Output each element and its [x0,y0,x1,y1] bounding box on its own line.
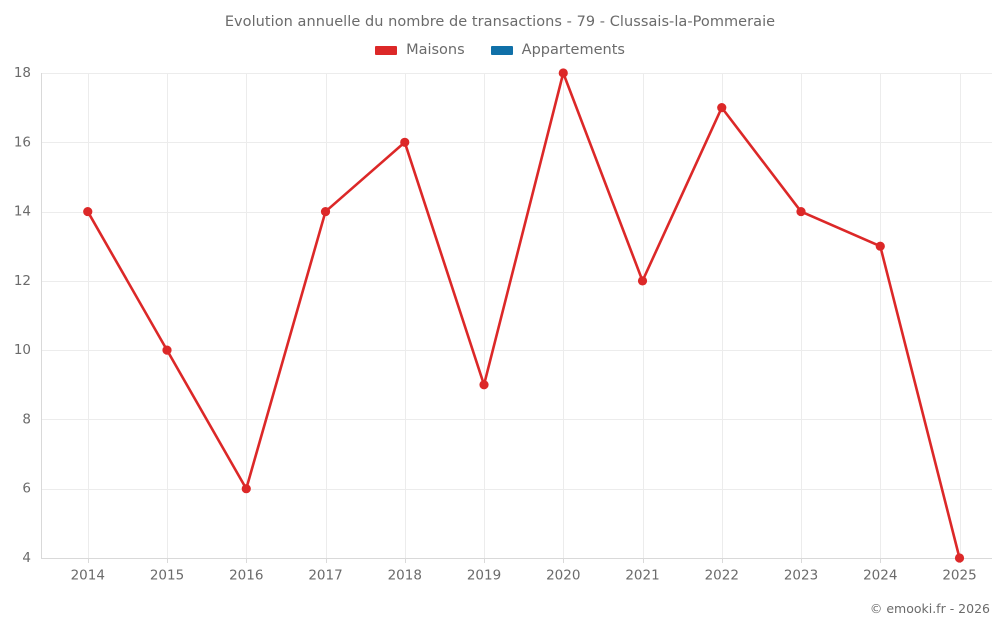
axis-lines [41,73,992,563]
legend-swatch-appartements-icon [490,45,513,55]
data-point[interactable]: 2016 : 6 [241,484,251,494]
legend-item-maisons[interactable]: Maisons [375,43,465,58]
data-point[interactable]: 2019 : 9 [479,380,489,390]
data-point[interactable]: 2023 : 14 [796,206,806,217]
legend-item-appartements[interactable]: Appartements [490,42,625,58]
data-point[interactable]: 2018 : 16 [400,137,410,147]
x-tick-label: 2025 [942,568,976,584]
gridlines [41,73,992,559]
data-point[interactable]: 2014 : 14 [83,206,93,217]
chart-title: Evolution annuelle du nombre de transact… [224,14,776,30]
legend-label-maisons: Maisons [406,42,465,58]
x-tick-label: 2021 [625,568,659,584]
y-tick-label: 14 [14,204,31,220]
y-tick-label: 16 [14,134,31,150]
y-tick-label: 4 [22,550,31,566]
legend-swatch-maisons-icon [375,45,398,55]
data-point[interactable]: 2022 : 17 [717,103,727,113]
x-tick-label: 2023 [784,568,818,584]
legend-label-appartements: Appartements [521,42,625,58]
y-tick-label: 6 [22,481,31,497]
x-tick-label: 2015 [150,568,184,584]
y-tick-label: 12 [14,273,31,289]
data-point[interactable]: 2020 : 18 [558,68,568,78]
y-tick-label: 8 [22,411,31,427]
x-axis-tick-labels: 2014 2015 2016 2017 2018 2019 2020 2021 2022 2023… [71,568,977,584]
x-tick-label: 2022 [705,568,739,584]
x-tick-label: 2017 [308,568,342,584]
data-point[interactable]: 2021 : 12 [637,276,648,286]
y-tick-label: 10 [14,342,31,358]
x-tick-label: 2020 [546,568,580,584]
data-point[interactable]: 2025 : 4 [954,553,965,563]
series-maisons: 2014 : 14 2015 : 10 2016 : 6 2017 : 14 2018 … [83,68,965,563]
copyright-credit: © emooki.fr - 2026 [869,601,990,616]
data-point[interactable]: 2024 : 13 [875,241,885,251]
chart-legend: Maisons Appartements [0,43,1000,58]
x-tick-label: 2016 [229,568,263,584]
data-point[interactable]: 2015 : 10 [162,345,172,355]
data-point[interactable]: 2017 : 14 [320,206,331,217]
x-tick-label: 2024 [863,568,897,584]
y-tick-label: 18 [14,65,31,81]
data-series: 2014 : 14 2015 : 10 2016 : 6 2017 : 14 2018 … [83,68,965,563]
x-tick-label: 2014 [71,568,105,584]
y-axis-tick-labels: 4 6 8 10 12 14 16 18 [14,65,31,566]
x-tick-label: 2018 [388,568,422,584]
x-tick-label: 2019 [467,568,501,584]
